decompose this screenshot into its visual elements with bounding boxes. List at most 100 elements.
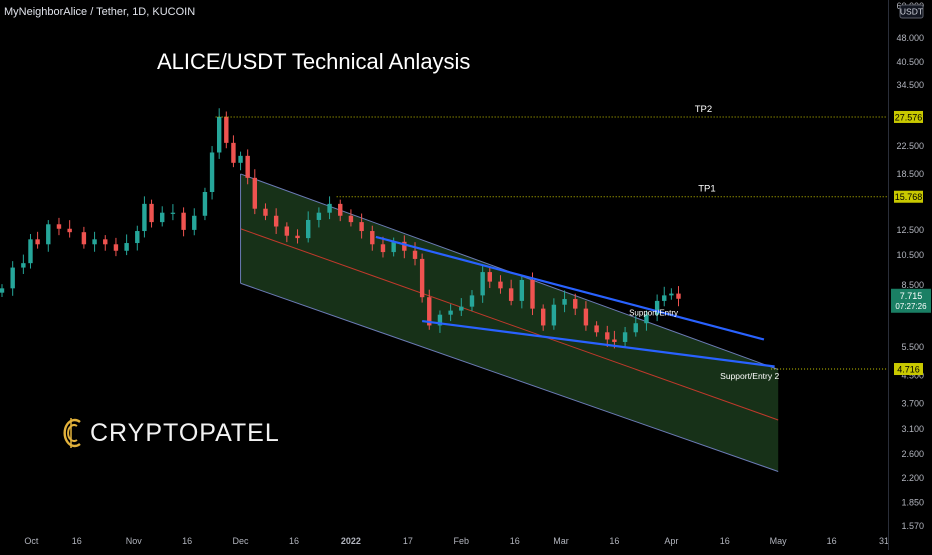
candle-body xyxy=(480,272,485,296)
trendline-2 xyxy=(421,319,775,368)
level-label: TP2 xyxy=(695,104,712,115)
time-tick: 16 xyxy=(510,536,520,546)
chart-headline: ALICE/USDT Technical Anlaysis xyxy=(157,49,471,74)
candle-body xyxy=(245,155,250,178)
time-tick: 16 xyxy=(720,536,730,546)
candle-body xyxy=(238,155,243,163)
candle-body xyxy=(216,116,222,153)
level-label: TP1 xyxy=(698,184,715,195)
candle-body xyxy=(508,288,514,301)
drawings-layer: TP2 TP1 Support/Entry 2 Support/Entry xyxy=(215,104,887,381)
candle-body xyxy=(46,224,51,245)
price-tick: 4.500 xyxy=(901,371,924,381)
time-tick: 16 xyxy=(827,536,837,546)
candle-body xyxy=(412,250,418,259)
candle-body xyxy=(391,241,396,253)
candle-body xyxy=(202,192,208,216)
level-label: Support/Entry 2 xyxy=(720,371,779,381)
level-tag xyxy=(894,110,923,123)
time-tick: Apr xyxy=(664,536,678,546)
candle-body xyxy=(284,226,290,236)
candle-body xyxy=(459,306,464,311)
time-tick: Dec xyxy=(233,536,250,546)
candle-body xyxy=(448,310,453,315)
price-tick: 22.500 xyxy=(896,141,924,151)
level-tag xyxy=(894,363,923,376)
candle-body xyxy=(306,219,311,239)
candle-body xyxy=(209,152,215,193)
time-tick: 16 xyxy=(609,536,619,546)
current-price-value: 7.715 xyxy=(900,291,923,301)
candle-body xyxy=(181,212,186,230)
current-price-tag xyxy=(891,288,931,313)
candle-body xyxy=(370,231,375,245)
price-tick: 1.570 xyxy=(901,521,924,531)
level-tag-text: 15.768 xyxy=(895,192,923,202)
price-tick: 48.000 xyxy=(896,33,924,43)
candle-body xyxy=(316,212,322,220)
time-tick: Mar xyxy=(553,536,569,546)
candle-body xyxy=(348,215,354,223)
candle-body xyxy=(562,299,567,305)
time-tick: 17 xyxy=(403,536,413,546)
candle-body xyxy=(540,308,546,326)
channel-fill xyxy=(240,173,779,472)
price-tick: 40.500 xyxy=(896,57,924,67)
candle-body xyxy=(594,325,599,333)
candle-body xyxy=(419,258,425,298)
candle-body xyxy=(160,212,165,223)
time-tick: May xyxy=(770,536,788,546)
currency-badge xyxy=(899,4,924,19)
candle-body xyxy=(81,232,87,245)
candle-body xyxy=(380,244,386,253)
time-axis[interactable]: Oct 16 Nov 16 Dec 16 2022 17 Feb 16 Mar 16 Apr 16 May 1… xyxy=(24,536,889,546)
candle-body xyxy=(498,281,503,289)
candle-body xyxy=(327,203,332,213)
time-tick: Nov xyxy=(126,536,143,546)
candle-body xyxy=(149,203,154,223)
time-tick: 16 xyxy=(289,536,299,546)
time-tick: Oct xyxy=(24,536,39,546)
level-tag-text: 4.716 xyxy=(897,365,920,375)
candle-body xyxy=(551,304,557,326)
candle-body xyxy=(338,203,343,216)
coin-logo-icon xyxy=(63,418,81,448)
candle-body xyxy=(612,339,617,342)
candle-body xyxy=(0,288,5,293)
candle-body xyxy=(654,300,660,315)
trendline-1 xyxy=(375,235,765,341)
candle-body xyxy=(113,244,119,251)
price-axis[interactable]: 60.00048.00040.50034.50022.50018.50012.5… xyxy=(891,1,931,531)
time-tick: 31 xyxy=(879,536,889,546)
price-tick: 34.500 xyxy=(896,80,924,90)
candle-body xyxy=(530,279,535,309)
candle-body xyxy=(92,239,97,245)
candle-body xyxy=(469,295,475,307)
candle-body xyxy=(633,323,638,333)
candle-body xyxy=(252,177,257,209)
price-tick: 10.500 xyxy=(896,250,924,260)
channel-lower-line xyxy=(240,282,779,472)
candle-body xyxy=(224,116,229,143)
candle-body xyxy=(28,239,33,264)
candle-body xyxy=(231,142,236,163)
candle-body xyxy=(573,299,578,309)
price-tick: 18.500 xyxy=(896,169,924,179)
candle-body xyxy=(21,263,26,268)
symbol-title[interactable]: MyNeighborAlice / Tether, 1D, KUCOIN xyxy=(4,6,196,18)
candle-body xyxy=(56,224,62,229)
price-tick: 1.850 xyxy=(901,498,924,508)
candle-body xyxy=(605,332,610,340)
candle-body xyxy=(10,267,15,289)
candle-body xyxy=(644,314,649,324)
logo-text: CRYPTOPATEL xyxy=(90,418,280,447)
price-tick: 2.600 xyxy=(901,449,924,459)
candle-body xyxy=(583,308,589,326)
candle-body xyxy=(359,222,364,232)
time-tick: 16 xyxy=(72,536,82,546)
candle-body xyxy=(67,228,72,233)
candle-body xyxy=(135,231,140,244)
candle-body xyxy=(427,297,432,326)
